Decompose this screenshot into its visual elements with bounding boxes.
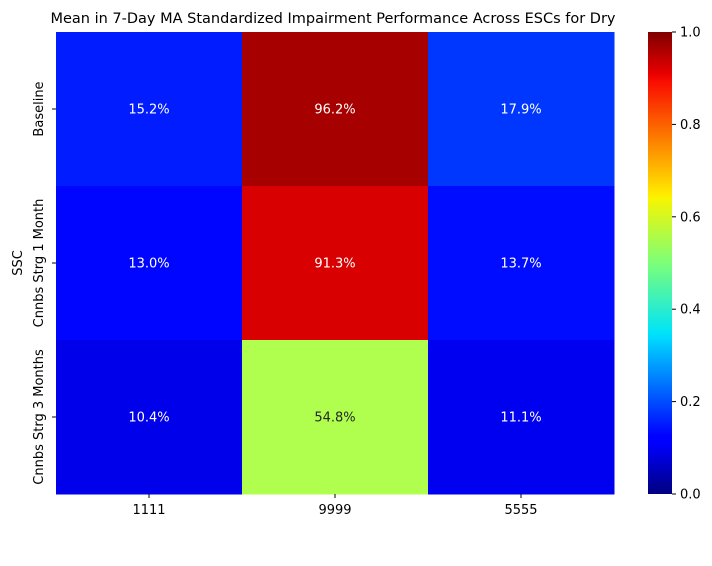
x-tick-label: 9999	[318, 503, 351, 518]
heatmap-cell	[56, 340, 243, 495]
y-axis-label: SSC	[11, 250, 26, 276]
y-tick-label: Cnnbs Strg 1 Month	[32, 199, 47, 328]
heatmap-cell	[242, 340, 429, 495]
cell-value-label: 13.7%	[500, 257, 541, 272]
colorbar-tick-label: 0.6	[680, 210, 701, 225]
heatmap-cell	[56, 32, 243, 187]
y-tick-label: Cnnbs Strg 3 Months	[32, 349, 47, 485]
colorbar-tick-label: 0.0	[680, 488, 701, 503]
colorbar-tick-label: 0.2	[680, 395, 701, 410]
cell-value-label: 17.9%	[500, 103, 541, 118]
chart-title: Mean in 7-Day MA Standardized Impairment…	[50, 11, 615, 27]
heatmap-cell-labels: 15.2% 96.2% 17.9% 13.0% 91.3% 13.7% 10.4% 54.8%…	[128, 103, 541, 426]
y-axis-ticks: Baseline Cnnbs Strg 1 Month Cnnbs Strg 3 M…	[32, 81, 56, 485]
heatmap-cell	[428, 186, 615, 341]
cell-value-label: 15.2%	[128, 103, 169, 118]
colorbar-tick-label: 0.4	[680, 303, 701, 318]
cell-value-label: 96.2%	[314, 103, 355, 118]
heatmap-cell	[242, 32, 429, 187]
cell-value-label: 91.3%	[314, 257, 355, 272]
cell-value-label: 54.8%	[314, 411, 355, 426]
x-axis-ticks: 1111 9999 5555	[132, 494, 538, 518]
cell-value-label: 10.4%	[128, 411, 169, 426]
heatmap-cell	[242, 186, 429, 341]
x-tick-label: 5555	[504, 503, 537, 518]
colorbar-tick-label: 1.0	[680, 26, 701, 41]
heatmap-cell	[428, 340, 615, 495]
cell-value-label: 13.0%	[128, 257, 169, 272]
heatmap-cell	[428, 32, 615, 187]
x-tick-label: 1111	[132, 503, 165, 518]
heatmap-cell	[56, 186, 243, 341]
cell-value-label: 11.1%	[500, 411, 541, 426]
colorbar-ticks: 0.0 0.2 0.4 0.6 0.8 1.0	[672, 26, 701, 503]
heatmap-cells	[56, 32, 615, 495]
y-tick-label: Baseline	[32, 81, 47, 136]
colorbar-tick-label: 0.8	[680, 118, 701, 133]
colorbar	[648, 32, 672, 494]
